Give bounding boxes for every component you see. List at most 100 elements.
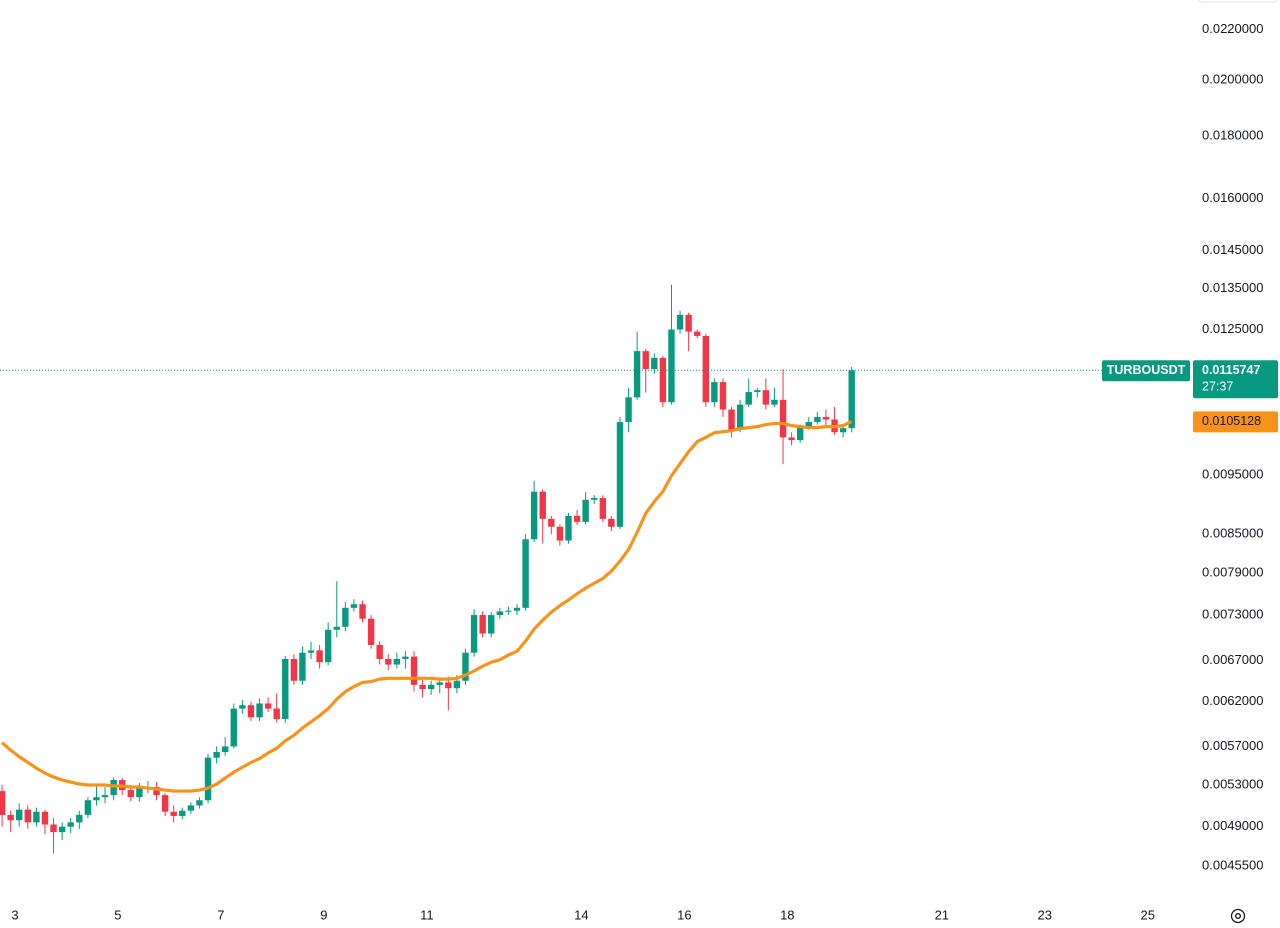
candle-body xyxy=(7,814,14,821)
y-tick-label: 0.0073000 xyxy=(1202,606,1263,621)
candle-body xyxy=(479,615,486,634)
x-tick-label: 11 xyxy=(420,907,434,922)
candle-body xyxy=(728,409,735,430)
candle-body xyxy=(694,331,701,336)
y-tick-label: 0.0220000 xyxy=(1202,21,1263,36)
candle-body xyxy=(470,615,478,653)
candle-body xyxy=(814,417,821,423)
candle-body xyxy=(170,811,177,816)
candle-body xyxy=(522,539,529,608)
candle-body xyxy=(668,329,675,403)
candle-body xyxy=(822,417,830,420)
countdown: 27:37 xyxy=(1202,380,1233,394)
candle-body xyxy=(24,809,32,823)
candle-body xyxy=(402,656,409,659)
y-tick-label: 0.0045500 xyxy=(1202,857,1263,872)
candle-body xyxy=(282,658,289,720)
candle-body xyxy=(376,644,383,659)
candle-body xyxy=(93,797,100,801)
y-tick-label: 0.0079000 xyxy=(1202,565,1263,580)
candle-body xyxy=(393,658,401,665)
candle-body xyxy=(651,357,658,370)
y-tick-label: 0.0053000 xyxy=(1202,776,1263,791)
x-tick-label: 23 xyxy=(1038,907,1052,922)
candle-body xyxy=(367,618,375,645)
y-tick-label: 0.0200000 xyxy=(1202,71,1263,86)
candle-body xyxy=(462,652,469,681)
candle-body xyxy=(419,684,426,690)
x-tick-label: 21 xyxy=(935,907,949,922)
candle-body xyxy=(410,656,418,685)
y-tick-label: 0.0062000 xyxy=(1202,693,1263,708)
candle-body xyxy=(565,515,572,541)
candle-body xyxy=(754,390,761,393)
candle-body xyxy=(359,604,366,619)
candle-body xyxy=(385,658,392,665)
symbol-tag: TURBOUSDT xyxy=(1107,363,1186,377)
candle-body xyxy=(805,422,812,428)
candle-body xyxy=(84,800,92,815)
candle-body xyxy=(127,790,134,798)
candle-body xyxy=(76,814,83,823)
candle-body xyxy=(256,703,263,718)
candle-body xyxy=(745,392,752,405)
settings-core xyxy=(1235,913,1241,919)
candle-body xyxy=(230,708,237,747)
candle-body xyxy=(839,428,847,433)
candle-body xyxy=(556,526,564,541)
candle-body xyxy=(719,382,727,410)
candle-body xyxy=(324,629,332,663)
candle-body xyxy=(16,809,23,821)
candle-body xyxy=(736,404,744,430)
y-tick-label: 0.0049000 xyxy=(1202,818,1263,833)
candle-body xyxy=(67,822,74,827)
candle-body xyxy=(659,357,667,403)
ma-tag-bg xyxy=(1193,411,1278,433)
candle-body xyxy=(247,705,255,718)
settings-icon[interactable] xyxy=(1230,908,1246,924)
candle-body xyxy=(333,626,340,630)
y-tick-label: 0.0095000 xyxy=(1202,467,1263,482)
candle-body xyxy=(239,705,246,709)
candle-body xyxy=(796,427,804,441)
candle-body xyxy=(702,335,710,403)
y-tick-label: 0.0180000 xyxy=(1202,127,1263,142)
candle-body xyxy=(41,811,49,825)
x-tick-label: 16 xyxy=(677,907,691,922)
candle-body xyxy=(573,515,581,522)
candle-body xyxy=(0,791,6,815)
candle-body xyxy=(685,314,692,332)
candle-body xyxy=(264,703,272,709)
candle-body xyxy=(307,650,315,653)
candle-body xyxy=(788,437,795,441)
x-tick-label: 25 xyxy=(1141,907,1155,922)
moving-average xyxy=(1,419,853,793)
x-tick-label: 14 xyxy=(574,907,588,922)
x-tick-label: 3 xyxy=(11,907,18,922)
candle-body xyxy=(779,399,787,438)
candle-body xyxy=(136,788,143,798)
candle-body xyxy=(187,805,195,811)
candle-body xyxy=(342,607,349,627)
y-tick-label: 0.0057000 xyxy=(1202,738,1263,753)
settings-ring xyxy=(1230,908,1246,924)
symbol-tag-bg xyxy=(1102,360,1190,382)
x-tick-label: 9 xyxy=(320,907,327,922)
candle-body xyxy=(633,351,641,398)
candle-body xyxy=(530,491,538,540)
x-tick-label: 5 xyxy=(114,907,121,922)
candle-body xyxy=(33,811,40,823)
y-tick-label: 0.0135000 xyxy=(1202,280,1263,295)
candle-body xyxy=(299,652,306,681)
candle-body xyxy=(221,746,229,753)
candle-body xyxy=(196,800,203,806)
top-button[interactable] xyxy=(1197,0,1279,3)
y-tick-label: 0.0145000 xyxy=(1202,242,1263,257)
candle-body xyxy=(711,382,718,403)
candle-body xyxy=(153,787,160,796)
candle-body xyxy=(676,314,684,330)
candle-body xyxy=(488,615,495,634)
candle-body xyxy=(50,824,57,833)
